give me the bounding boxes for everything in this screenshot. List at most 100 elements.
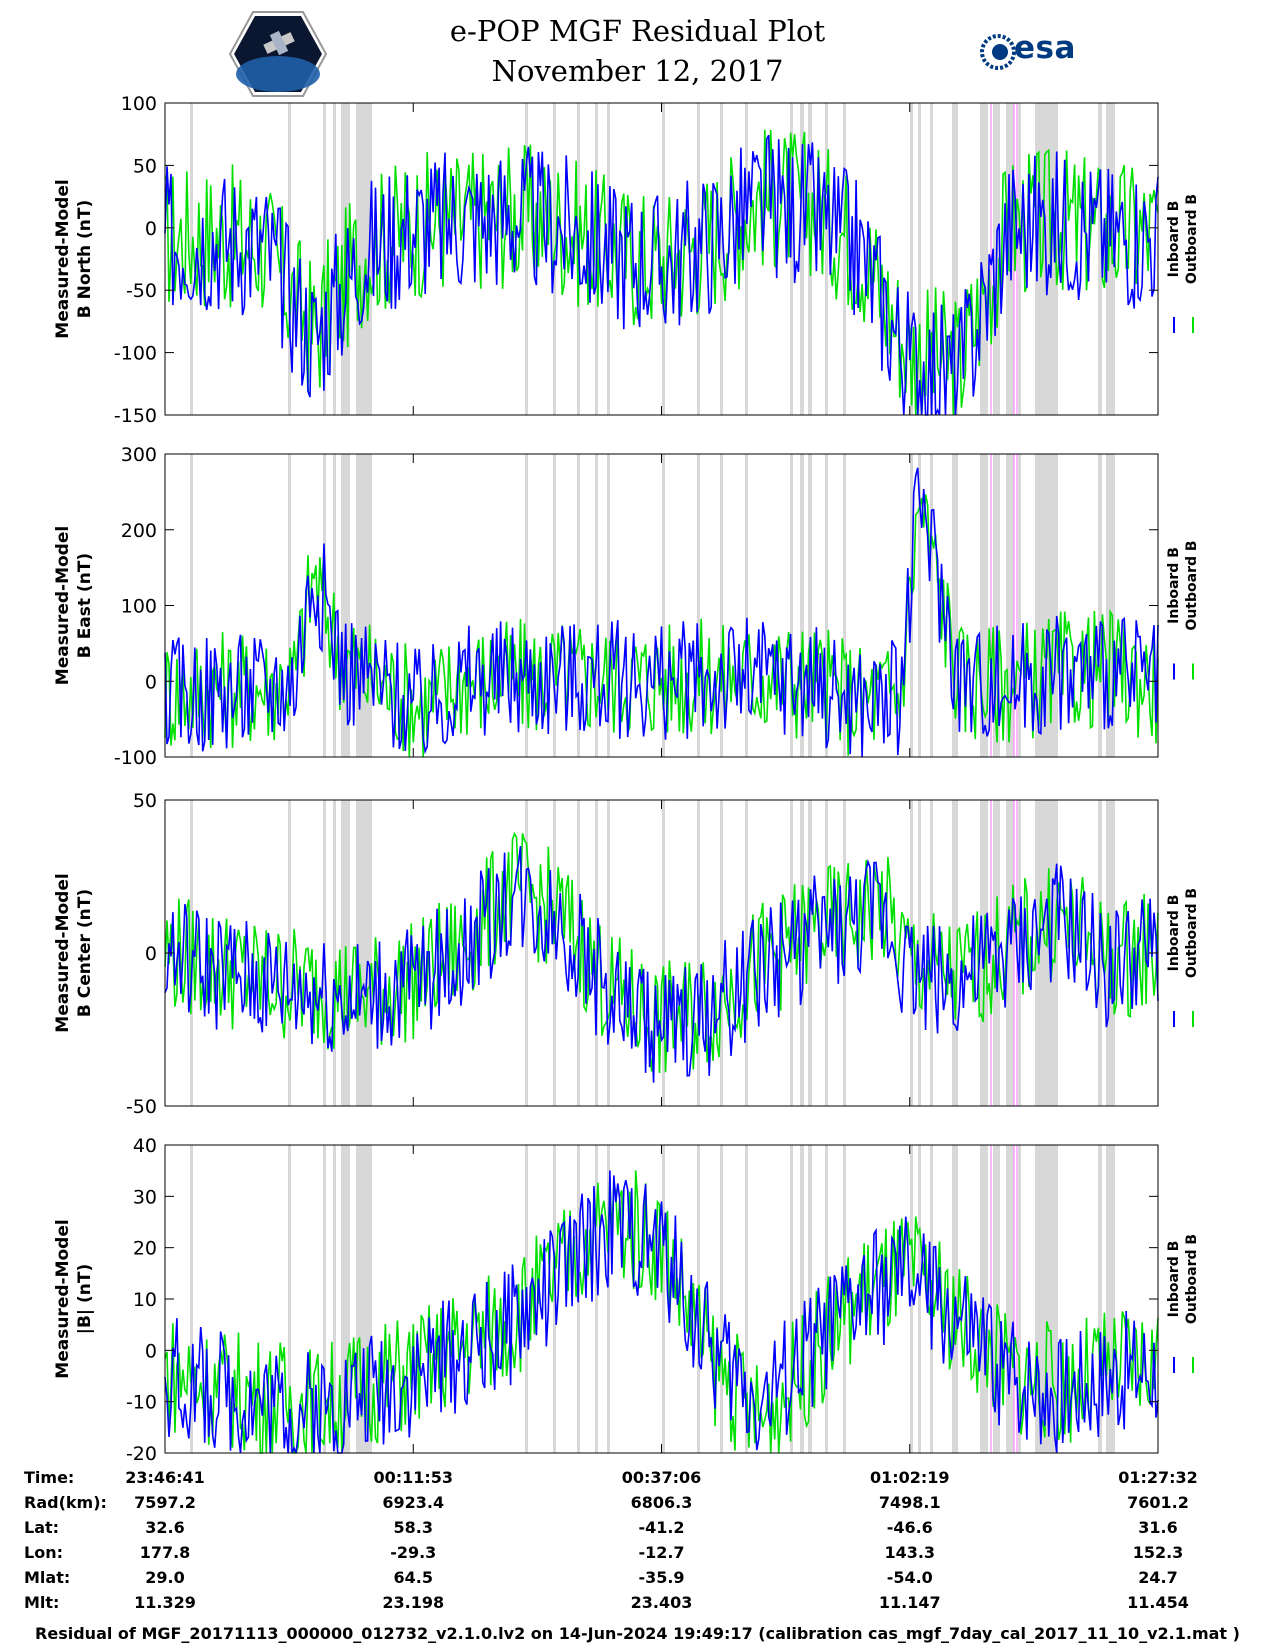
data-gap-band	[662, 1145, 665, 1453]
y-tick-label: 40	[133, 1135, 157, 1157]
data-gap-band	[918, 103, 921, 415]
data-gap-band	[952, 103, 958, 415]
info-row-value: 24.7	[1138, 1568, 1178, 1587]
orbit-info-table: Time: 23:46:41 00:11:53 00:37:06 01:02:19 01:…	[0, 1468, 1275, 1618]
data-gap-band	[800, 800, 804, 1106]
data-gap-band	[918, 1145, 921, 1453]
data-gap-band	[595, 454, 598, 757]
data-gap-band	[993, 454, 1000, 757]
outboard-series-line	[164, 831, 1159, 1074]
data-gap-band	[1035, 800, 1058, 1106]
y-tick-label: -50	[126, 280, 157, 302]
data-gap-band	[980, 454, 988, 757]
info-row-value: 7597.2	[134, 1493, 196, 1512]
y-tick-label: -150	[114, 405, 157, 427]
data-gap-band	[1006, 1145, 1014, 1453]
data-gap-band	[843, 103, 846, 415]
inboard-series-line	[164, 134, 1159, 416]
y-axis-label: Measured-Model B East (nT)	[53, 526, 95, 685]
data-gap-band	[553, 454, 556, 757]
info-row-value: 01:27:32	[1118, 1468, 1198, 1487]
data-gap-band	[607, 454, 610, 757]
data-gap-band	[720, 103, 723, 415]
info-row: Rad(km): 7597.2 6923.4 6806.3 7498.1 7601.2	[0, 1493, 1275, 1515]
plot-title: e-POP MGF Residual Plot	[449, 14, 826, 48]
data-gap-band	[697, 800, 700, 1106]
data-gap-band	[952, 454, 958, 757]
info-row: Mlt: 11.329 23.198 23.403 11.147 11.454	[0, 1593, 1275, 1615]
data-gap-band	[553, 1145, 556, 1453]
data-gap-band	[288, 103, 291, 415]
data-gap-band	[918, 454, 921, 757]
data-gap-band	[910, 1145, 913, 1453]
data-gap-band	[607, 1145, 610, 1453]
data-gap-band	[1035, 454, 1058, 757]
data-gap-band	[607, 800, 610, 1106]
info-row-value: 32.6	[145, 1518, 185, 1537]
data-gap-band	[745, 454, 748, 757]
info-row: Time: 23:46:41 00:11:53 00:37:06 01:02:19 01:…	[0, 1468, 1275, 1490]
info-row-value: 7601.2	[1127, 1493, 1189, 1512]
panel-4: -20 -10 0 10 20 30 40 Measured-Model |B| (nT) Inb…	[53, 1135, 1200, 1465]
y-tick-label: -10	[126, 1392, 157, 1414]
y-tick-label: 0	[145, 1340, 157, 1362]
data-gap-band	[525, 454, 528, 757]
info-row-value: 23.198	[382, 1593, 445, 1612]
info-row-value: 11.454	[1127, 1593, 1189, 1612]
data-gap-band	[930, 454, 933, 757]
esa-logo	[978, 32, 1090, 72]
data-gap-band	[1018, 103, 1021, 415]
esa-logo-text: esa	[1014, 30, 1076, 66]
y-tick-label: 0	[145, 671, 157, 693]
y-tick-label: 0	[145, 218, 157, 240]
info-row-value: 01:02:19	[869, 1468, 950, 1487]
legend-labels: Inboard B Outboard B	[1166, 540, 1200, 630]
data-gap-band	[790, 1145, 793, 1453]
data-gap-band	[595, 800, 598, 1106]
inboard-series-line	[164, 1170, 1159, 1454]
data-gap-band	[930, 103, 933, 415]
plot-date: November 12, 2017	[491, 54, 784, 88]
y-tick-label: 300	[121, 444, 157, 466]
data-gap-band	[825, 454, 828, 757]
legend-labels: Inboard B Outboard B	[1166, 888, 1200, 978]
data-gap-band	[800, 454, 804, 757]
data-gap-band	[1006, 800, 1014, 1106]
inboard-series-line	[164, 846, 1159, 1083]
data-gap-band	[843, 454, 846, 757]
info-row-value: -12.7	[638, 1543, 685, 1562]
data-gap-band	[288, 454, 291, 757]
data-gap-band	[1018, 1145, 1021, 1453]
y-tick-label: 200	[121, 520, 157, 542]
info-row: Lat: 32.6 58.3 -41.2 -46.6 31.6	[0, 1518, 1275, 1540]
info-row: Lon: 177.8 -29.3 -12.7 143.3 152.3	[0, 1543, 1275, 1565]
data-gap-band	[697, 1145, 700, 1453]
info-row-label: Rad(km):	[24, 1493, 107, 1512]
y-tick-label: -50	[126, 1096, 157, 1118]
data-gap-band	[1098, 454, 1102, 757]
data-gap-band	[800, 1145, 804, 1453]
data-gap-band	[1106, 454, 1115, 757]
panel-1: -150 -100 -50 0 50 100 Measured-Model B North (…	[53, 93, 1200, 427]
data-gap-band	[553, 800, 556, 1106]
panel-2: -100 0 100 200 300 Measured-Model B East (nT) I…	[53, 444, 1200, 769]
y-tick-label: 0	[145, 943, 157, 965]
data-gap-band	[288, 1145, 291, 1453]
data-gap-band	[720, 454, 723, 757]
info-row-value: -46.6	[886, 1518, 933, 1537]
data-gap-band	[341, 454, 350, 757]
info-row-value: 00:37:06	[621, 1468, 702, 1487]
y-tick-label: 50	[133, 790, 157, 812]
info-row-value: -54.0	[886, 1568, 933, 1587]
info-row: Mlat: 29.0 64.5 -35.9 -54.0 24.7	[0, 1568, 1275, 1590]
data-gap-band	[190, 1145, 193, 1453]
info-row-label: Mlt:	[24, 1593, 60, 1612]
info-row-value: -35.9	[638, 1568, 685, 1587]
y-tick-label: 20	[133, 1238, 157, 1260]
data-gap-band	[356, 454, 372, 757]
data-gap-band	[333, 800, 336, 1106]
info-row-value: 143.3	[884, 1543, 936, 1562]
data-gap-band	[1106, 103, 1115, 415]
data-gap-band	[910, 103, 913, 415]
